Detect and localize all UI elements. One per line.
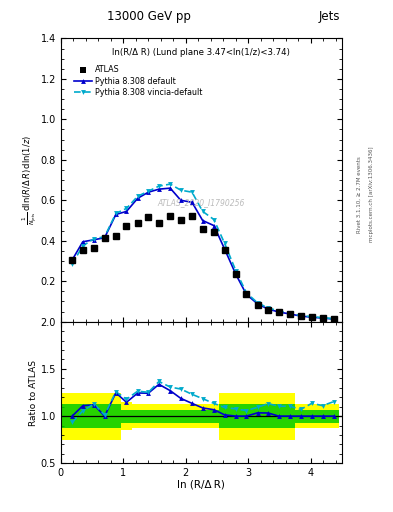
- Y-axis label: $\frac{1}{N_\mathsf{jets}}\,\mathsf{dln}(R/\Delta\,R)\,\mathsf{dln}(1/z)$: $\frac{1}{N_\mathsf{jets}}\,\mathsf{dln}…: [21, 135, 39, 225]
- Text: ATLAS_2020_I1790256: ATLAS_2020_I1790256: [158, 198, 245, 207]
- X-axis label: ln (R/Δ R): ln (R/Δ R): [178, 480, 225, 489]
- Text: Jets: Jets: [318, 10, 340, 23]
- Text: mcplots.cern.ch [arXiv:1306.3436]: mcplots.cern.ch [arXiv:1306.3436]: [369, 147, 374, 242]
- Legend: ATLAS, Pythia 8.308 default, Pythia 8.308 vincia-default: ATLAS, Pythia 8.308 default, Pythia 8.30…: [71, 62, 205, 100]
- Text: Rivet 3.1.10, ≥ 2.7M events: Rivet 3.1.10, ≥ 2.7M events: [357, 156, 362, 233]
- Text: ln(R/Δ R) (Lund plane 3.47<ln(1/z)<3.74): ln(R/Δ R) (Lund plane 3.47<ln(1/z)<3.74): [112, 48, 290, 57]
- Text: 13000 GeV pp: 13000 GeV pp: [107, 10, 191, 23]
- Y-axis label: Ratio to ATLAS: Ratio to ATLAS: [29, 359, 38, 425]
